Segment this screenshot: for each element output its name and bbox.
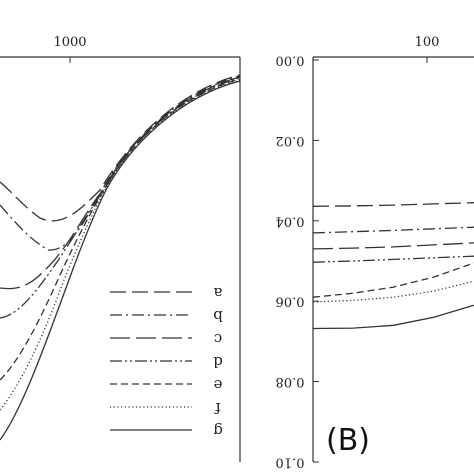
panel-a-top-tick-label: 1000 — [53, 35, 86, 50]
panel-b-series-4 — [312, 255, 474, 263]
panel-a-legend-label-d: d — [213, 353, 223, 371]
panel-a-legend-label-e: e — [213, 376, 222, 394]
panel-a-series-2 — [0, 75, 241, 251]
panel-a-legend-label-c: c — [214, 330, 222, 348]
panel-b-y-tick-label-4: 0.08 — [276, 374, 305, 389]
panel-b-series-2 — [312, 226, 474, 234]
panel-a-series-4 — [0, 77, 241, 319]
panel-b-y-ticks: 0.00 0.02 0.04 0.06 0.08 0.10 — [276, 53, 319, 470]
panel-b-y-tick-label-2: 0.04 — [276, 213, 305, 228]
panel-a-series-7 — [0, 80, 241, 441]
panel-b-y-tick-label-0: 0.00 — [276, 53, 305, 68]
panel-a-legend-label-a: a — [213, 284, 222, 302]
panel-b-curves — [312, 202, 474, 330]
panel-b-y-tick-label-1: 0.02 — [276, 133, 305, 148]
panel-a-legend-label-g: g — [213, 422, 223, 440]
panel-a-series-5 — [0, 78, 241, 381]
panel-b-series-5 — [312, 262, 474, 298]
panel-b-series-6 — [312, 280, 474, 303]
panel-b: 100 0.00 0.02 0.04 0.06 0.08 0.10 (B) — [276, 35, 474, 470]
panel-a-legend-label-b: b — [213, 307, 223, 325]
panel-a-curves — [0, 74, 241, 441]
panel-b-label: (B) — [326, 423, 370, 458]
panel-a-series-3 — [0, 76, 241, 290]
panel-b-series-1 — [312, 202, 474, 207]
panel-a-legend-label-f: f — [214, 399, 221, 417]
panel-b-series-3 — [312, 242, 474, 250]
panel-b-y-tick-label-3: 0.06 — [276, 294, 305, 309]
panel-b-top-tick-label: 100 — [415, 35, 440, 50]
panel-a-series-1 — [0, 74, 241, 222]
panel-b-series-7 — [312, 304, 474, 330]
panel-b-y-tick-label-5: 0.10 — [276, 455, 305, 470]
